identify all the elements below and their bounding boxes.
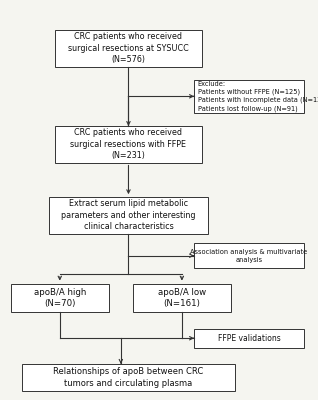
Text: FFPE validations: FFPE validations [218,334,280,343]
Text: apoB/A high
(N=70): apoB/A high (N=70) [34,288,86,308]
Text: CRC patients who received
surgical resections with FFPE
(N=231): CRC patients who received surgical resec… [71,128,186,160]
FancyBboxPatch shape [11,284,109,312]
FancyBboxPatch shape [194,243,304,268]
FancyBboxPatch shape [22,364,235,391]
Text: Association analysis & multivariate
analysis: Association analysis & multivariate anal… [190,249,308,262]
Text: Relationships of apoB between CRC
tumors and circulating plasma: Relationships of apoB between CRC tumors… [53,367,204,388]
FancyBboxPatch shape [55,30,202,66]
FancyBboxPatch shape [194,80,304,113]
Text: apoB/A low
(N=161): apoB/A low (N=161) [158,288,206,308]
Text: Exclude:
Patients without FFPE (N=125)
Patients with incomplete data (N=129)
Pat: Exclude: Patients without FFPE (N=125) P… [198,81,318,112]
FancyBboxPatch shape [49,197,208,234]
FancyBboxPatch shape [55,126,202,162]
FancyBboxPatch shape [194,329,304,348]
Text: Extract serum lipid metabolic
parameters and other interesting
clinical characte: Extract serum lipid metabolic parameters… [61,200,196,231]
FancyBboxPatch shape [133,284,231,312]
Text: CRC patients who received
surgical resections at SYSUCC
(N=576): CRC patients who received surgical resec… [68,32,189,64]
